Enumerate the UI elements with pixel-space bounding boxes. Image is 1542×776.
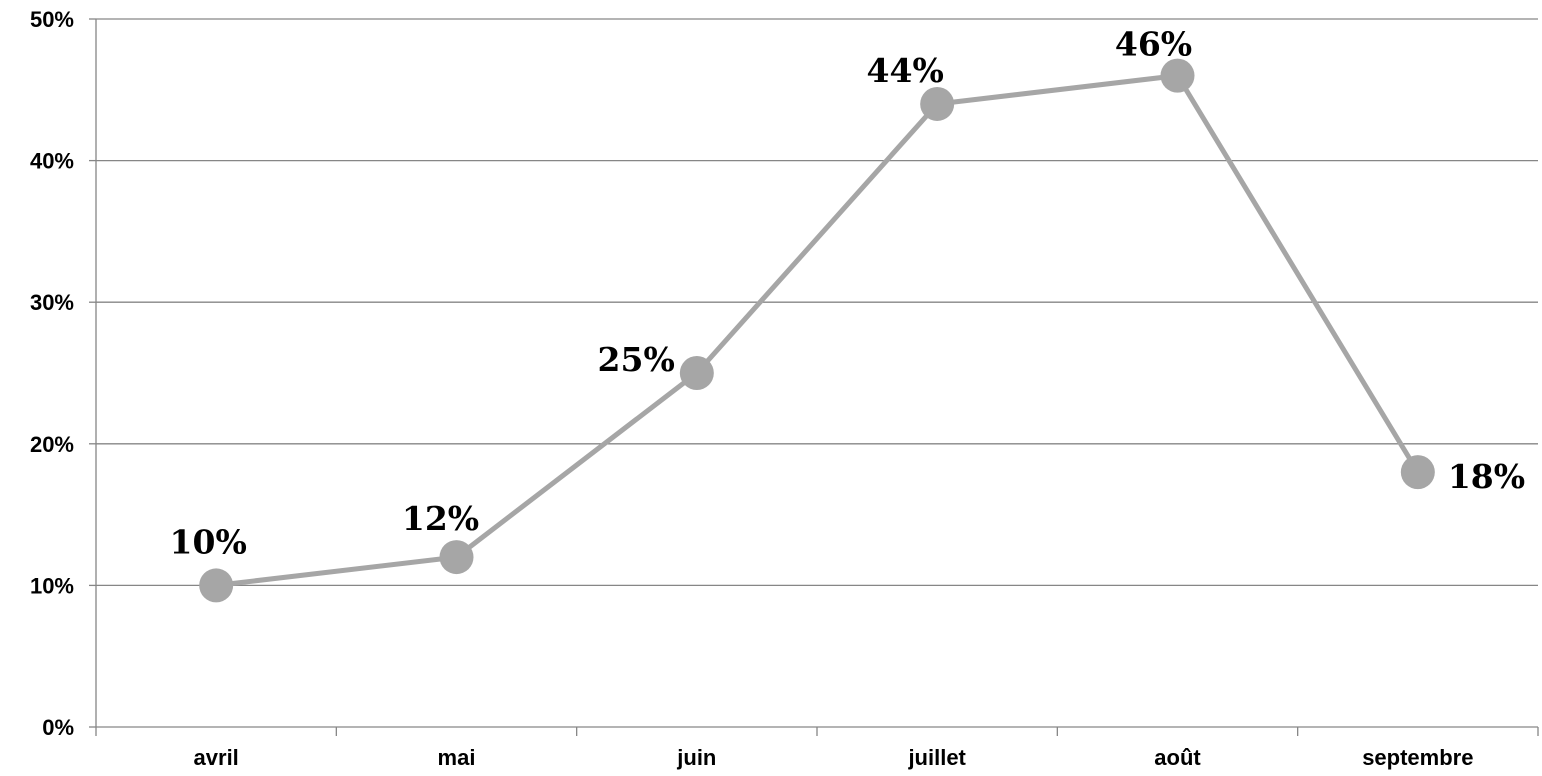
data-label: 46% (1115, 25, 1192, 64)
data-point-marker (1160, 58, 1195, 93)
x-tick-label: septembre (1362, 745, 1473, 770)
axes (89, 18, 1539, 736)
x-tick-label: juillet (907, 745, 966, 770)
series-line-path (213, 73, 1421, 588)
x-axis-tick-labels: avril mai juin juillet août septembre (194, 745, 1474, 770)
data-label: 25% (598, 340, 675, 379)
data-label: 44% (867, 51, 944, 90)
data-point-marker (439, 540, 474, 575)
data-label: 18% (1448, 457, 1525, 496)
data-point-marker (1400, 455, 1435, 490)
data-labels: 10% 12% 25% 44% 46% 18% (170, 25, 1526, 562)
data-point-marker (920, 86, 955, 121)
y-tick-label: 20% (30, 432, 74, 457)
data-point-marker (679, 356, 714, 390)
y-tick-label: 40% (30, 149, 74, 174)
x-tick-label: avril (194, 745, 239, 770)
data-label: 10% (170, 522, 247, 561)
x-tick-label: mai (438, 745, 476, 770)
y-tick-label: 0% (42, 715, 74, 740)
y-tick-label: 30% (30, 290, 74, 315)
y-axis-tick-labels: 0% 10% 20% 30% 40% 50% (30, 7, 74, 740)
data-label: 12% (402, 499, 479, 538)
y-tick-label: 50% (30, 7, 74, 32)
data-points (199, 58, 1435, 603)
data-point-marker (199, 568, 234, 603)
x-tick-label: août (1154, 745, 1201, 770)
series-line (213, 73, 1421, 588)
y-tick-label: 10% (30, 573, 74, 598)
gridlines (96, 18, 1538, 587)
x-tick-label: juin (676, 745, 716, 770)
